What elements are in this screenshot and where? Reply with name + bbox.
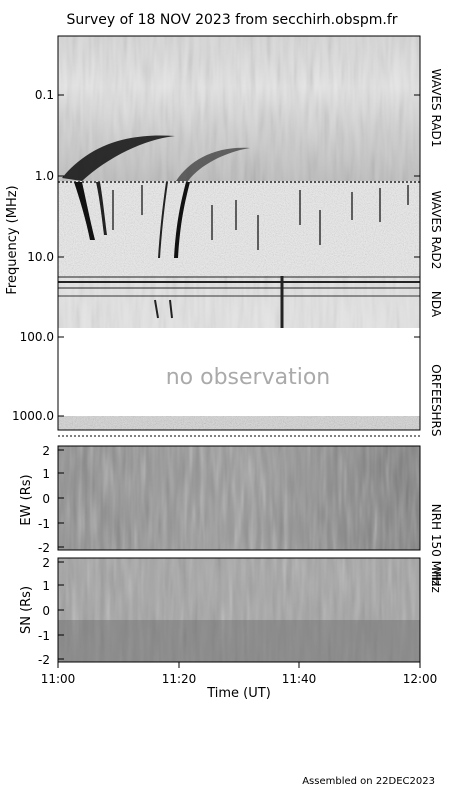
instrument-label-orfees: ORFEES	[429, 364, 443, 411]
instrument-label-mhz: MHz	[429, 567, 443, 593]
nda-lines	[58, 276, 420, 328]
spectrum-ytick-1: 1.0	[35, 169, 54, 183]
rad2-spikes	[112, 185, 409, 250]
ew-ytick-4: -2	[38, 541, 50, 555]
rad2-burst-2	[96, 182, 107, 235]
rad2-burst-1	[74, 182, 95, 240]
x-tick-2: 11:40	[282, 672, 317, 686]
sn-panel: 2 1 0 -1 -2 SN (Rs) MHz	[19, 556, 443, 667]
sn-lower-shade	[58, 620, 420, 662]
spectrum-ylabel: Frequency (MHz)	[5, 185, 20, 294]
instrument-label-rad1: WAVES RAD1	[429, 69, 443, 148]
ew-texture	[58, 446, 420, 550]
ew-ytick-1: 1	[42, 467, 50, 481]
rad2-burst-3	[174, 182, 190, 258]
instrument-label-rad2: WAVES RAD2	[429, 191, 443, 270]
ew-ytick-marks	[58, 449, 64, 548]
spectrum-frame	[57, 35, 421, 431]
x-axis-label: Time (UT)	[206, 686, 271, 701]
hrs-texture	[58, 416, 420, 430]
rad1-burst-2	[176, 147, 250, 181]
nda-texture	[58, 276, 420, 328]
sn-ytick-3: -1	[38, 629, 50, 643]
x-tick-3: 12:00	[403, 672, 438, 686]
assembled-footer: Assembled on 22DEC2023	[302, 776, 435, 787]
sn-ytick-4: -2	[38, 653, 50, 667]
instrument-label-hrs: HRS	[429, 412, 443, 437]
instrument-label-nrh: NRH 150 MHz	[429, 504, 443, 587]
instrument-label-nda: NDA	[429, 291, 443, 318]
sn-ytick-1: 1	[42, 579, 50, 593]
ew-ylabel: EW (Rs)	[19, 474, 34, 525]
spectrum-ytick-marks	[58, 94, 420, 417]
x-tick-0: 11:00	[41, 672, 76, 686]
spectrum-ytick-3: 100.0	[20, 330, 54, 344]
orfees-band	[58, 328, 420, 416]
sn-ytick-2: 0	[42, 604, 50, 618]
rad1-texture	[58, 36, 420, 181]
ew-ytick-2: 0	[42, 492, 50, 506]
x-tick-marks	[57, 662, 421, 668]
spectrum-ytick-4: 1000.0	[12, 409, 54, 423]
x-axis: 11:00 11:20 11:40 12:00 Time (UT)	[41, 662, 438, 701]
x-tick-1: 11:20	[162, 672, 197, 686]
sn-ylabel: SN (Rs)	[19, 586, 34, 634]
ew-panel: 2 1 0 -1 -2 EW (Rs) NRH 150 MHz	[19, 444, 443, 586]
sn-ytick-marks	[58, 561, 64, 660]
no-observation-label: no observation	[166, 365, 331, 390]
spectrum-ytick-2: 10.0	[27, 250, 54, 264]
chart-title: Survey of 18 NOV 2023 from secchirh.obsp…	[66, 12, 397, 28]
rad2-burst-4	[158, 182, 168, 258]
sn-ytick-0: 2	[42, 556, 50, 570]
rad1-burst-1	[62, 135, 175, 181]
spectrum-panel: no observation 0.1 1.0 10.0 100.0 1000.0…	[5, 35, 443, 437]
ew-ytick-3: -1	[38, 517, 50, 531]
spectrum-ytick-0: 0.1	[35, 88, 54, 102]
ew-ytick-0: 2	[42, 444, 50, 458]
rad2-texture	[58, 181, 420, 276]
